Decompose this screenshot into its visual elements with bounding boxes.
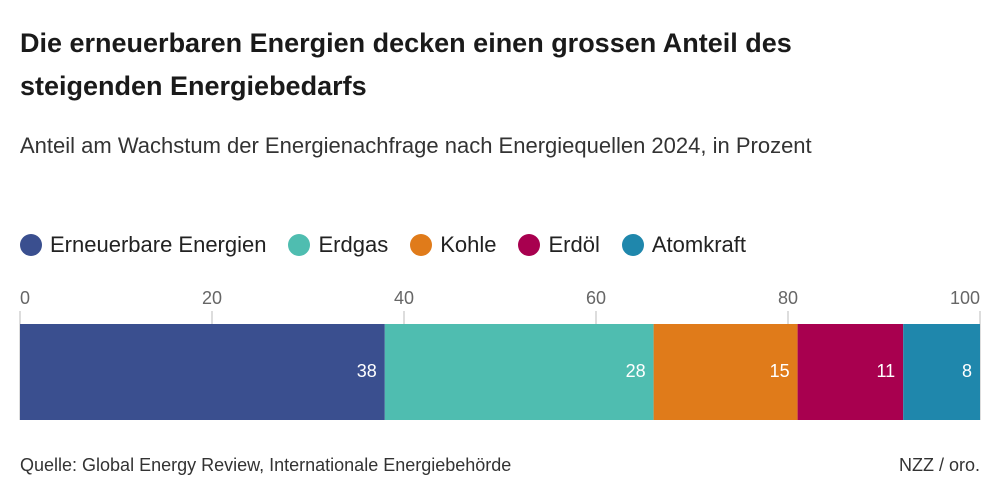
- legend-item: Erneuerbare Energien: [20, 232, 266, 258]
- legend-item: Kohle: [410, 232, 496, 258]
- legend-label: Kohle: [440, 232, 497, 257]
- legend-swatch: [621, 234, 644, 256]
- legend-item: Atomkraft: [621, 232, 746, 258]
- x-tick-label: 100: [950, 288, 980, 308]
- bar-segment: [20, 324, 385, 420]
- legend: Erneuerbare Energien Erdgas Kohle Erdöl Atom…: [20, 232, 746, 258]
- x-tick-label: 20: [202, 288, 222, 308]
- x-tick-label: 40: [394, 288, 414, 308]
- legend-label: Erdgas: [318, 232, 389, 257]
- legend-label: Erneuerbare Energien: [50, 232, 267, 257]
- legend-item: Erdgas: [288, 232, 388, 258]
- legend-label: Atomkraft: [651, 232, 746, 257]
- bar-segment: [903, 324, 980, 420]
- legend-swatch: [410, 234, 433, 256]
- value-label: 8: [962, 361, 972, 381]
- legend-item: Erdöl: [518, 232, 600, 258]
- legend-swatch: [20, 234, 42, 256]
- value-label: 28: [626, 361, 646, 381]
- x-tick-label: 60: [586, 288, 606, 308]
- x-tick-label: 0: [20, 288, 30, 308]
- bar-segment: [384, 324, 654, 420]
- legend-swatch: [288, 234, 311, 256]
- chart-subtitle: Anteil am Wachstum der Energienachfrage …: [20, 133, 812, 158]
- legend-label: Erdöl: [548, 232, 600, 257]
- source: Quelle: Global Energy Review, Internatio…: [20, 455, 512, 475]
- bar-segment: [797, 324, 904, 420]
- legend-swatch: [518, 234, 541, 256]
- credit: NZZ / oro.: [898, 455, 980, 475]
- value-label: 11: [877, 361, 896, 381]
- chart-title: Die erneuerbaren Energien decken einen g…: [20, 28, 792, 101]
- x-tick-label: 80: [778, 288, 798, 308]
- value-label: 15: [770, 361, 790, 381]
- value-label: 38: [357, 361, 377, 381]
- bar-segment: [653, 324, 798, 420]
